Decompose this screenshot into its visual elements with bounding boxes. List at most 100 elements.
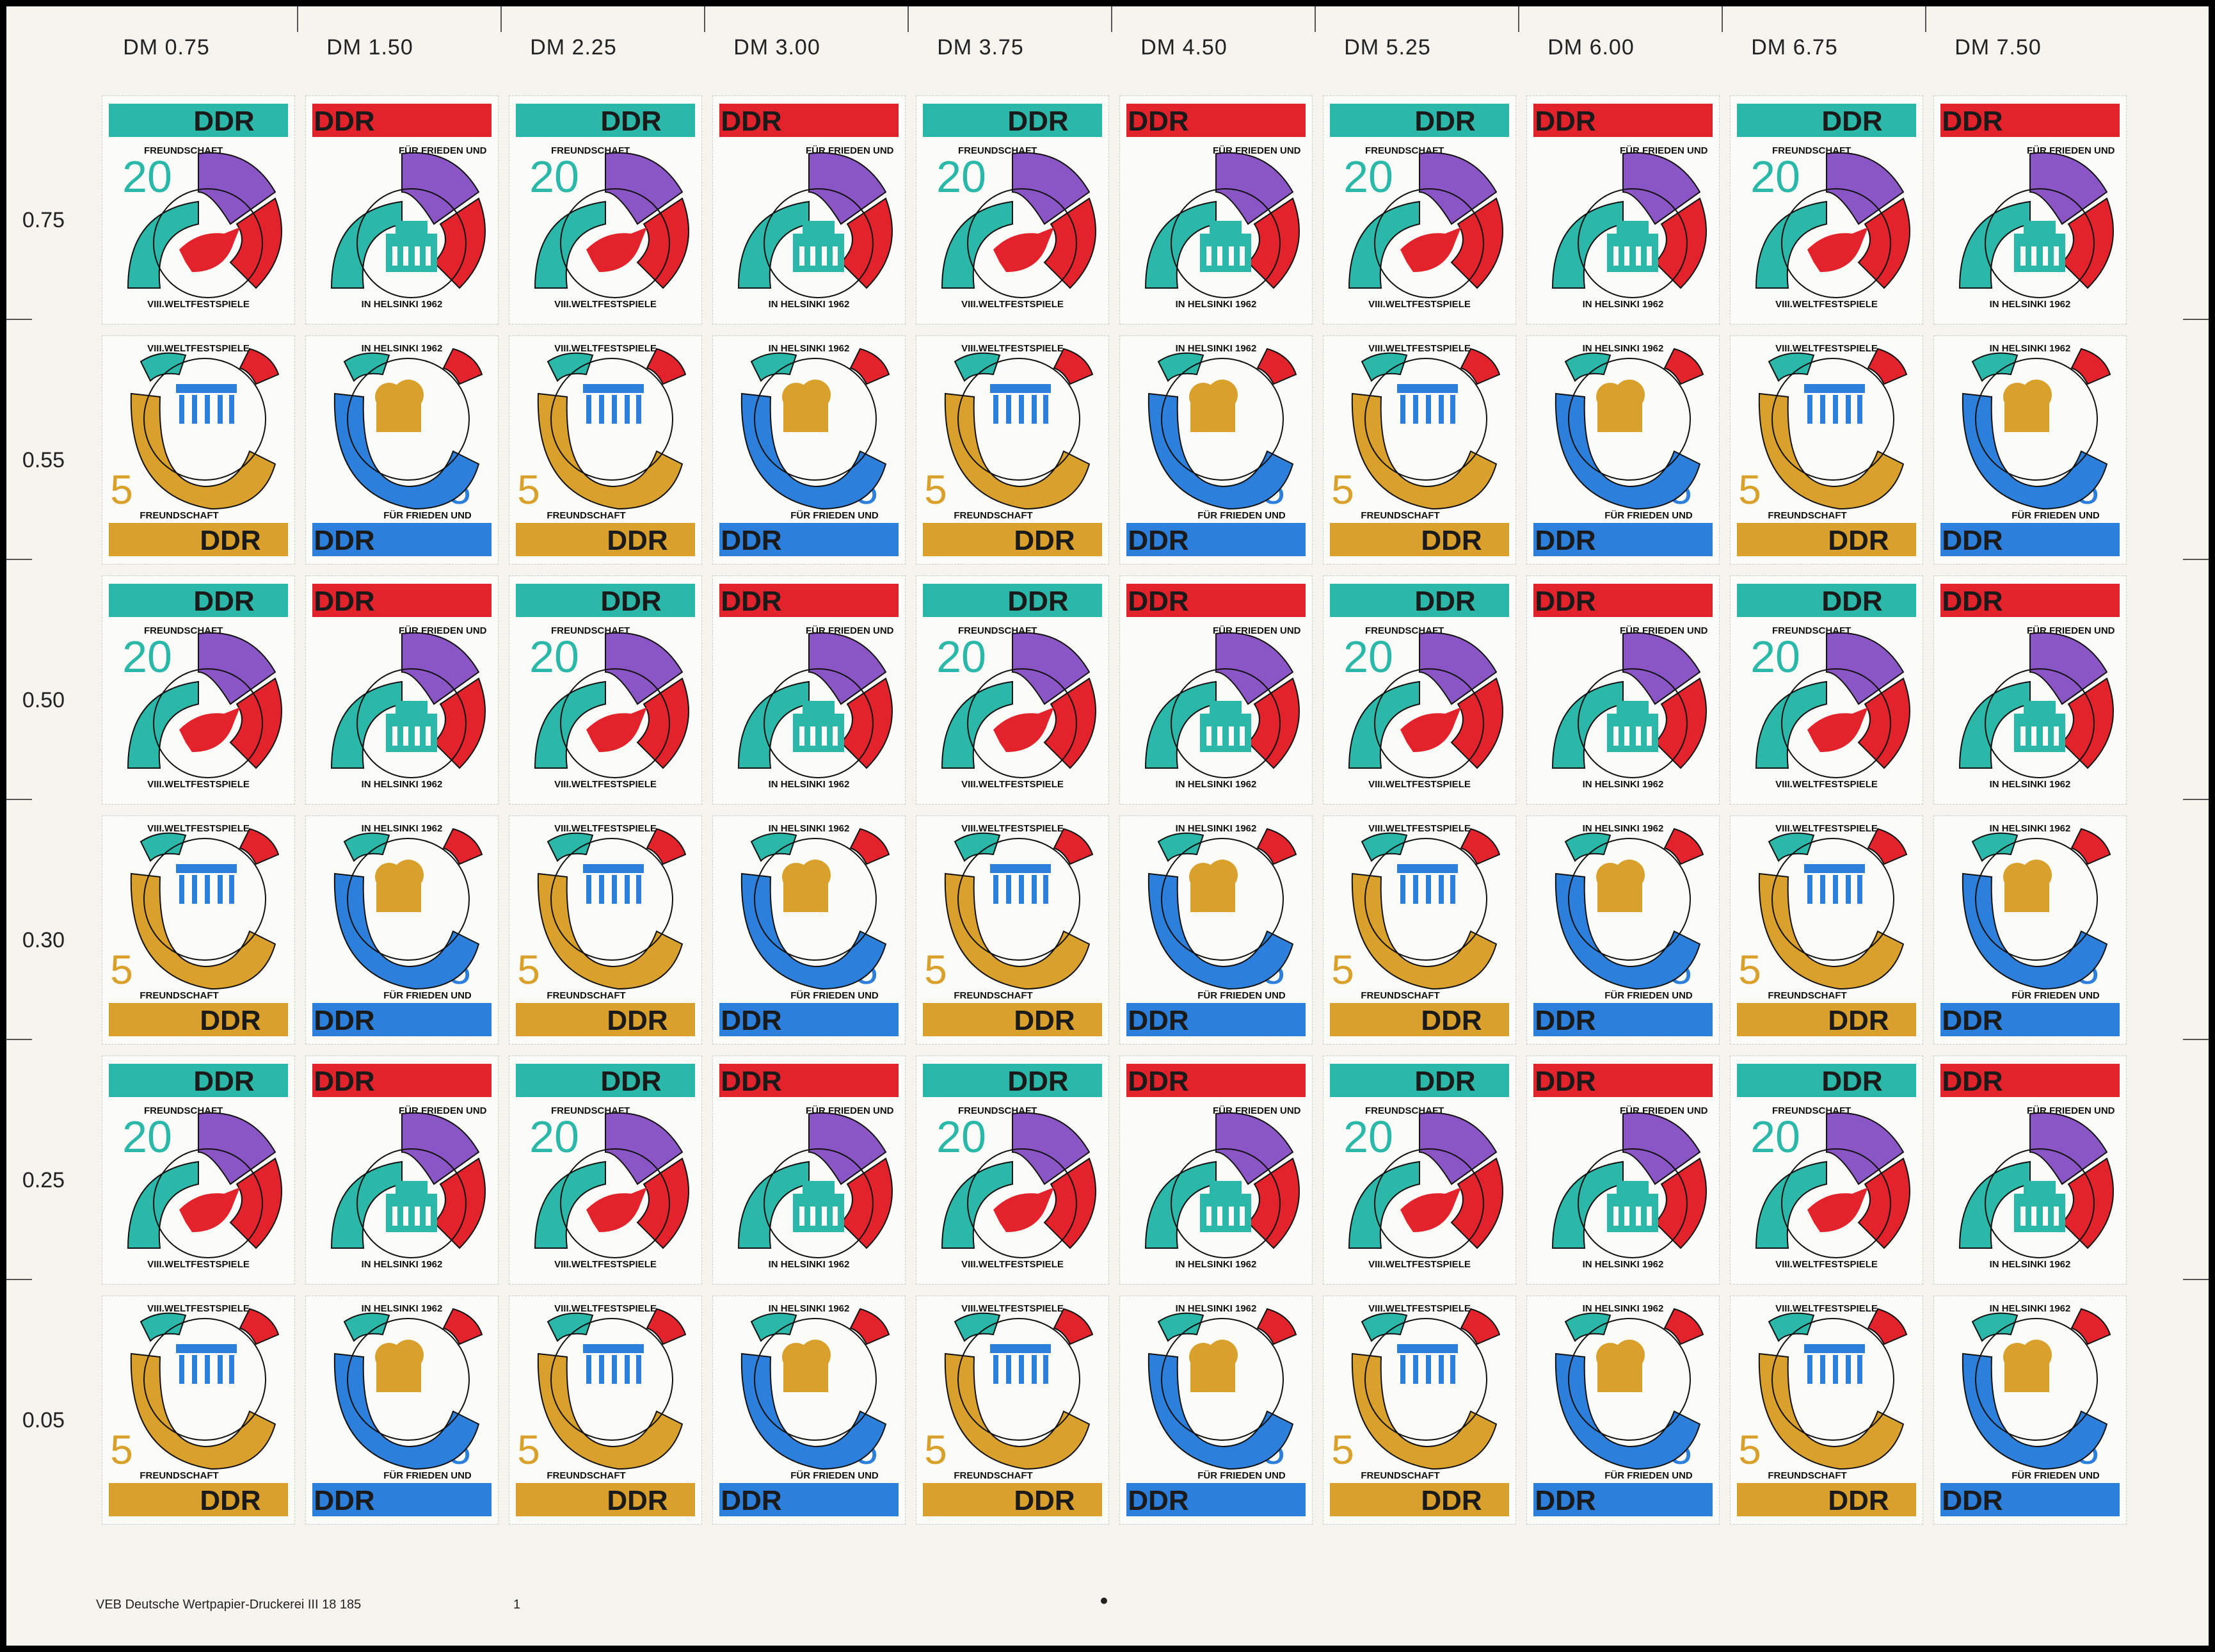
svg-text:DDR: DDR — [314, 106, 374, 137]
svg-text:DDR: DDR — [721, 1485, 781, 1516]
svg-text:DDR: DDR — [1414, 106, 1475, 137]
svg-text:IN HELSINKI 1962: IN HELSINKI 1962 — [769, 343, 850, 354]
stamp-20: DDR 20 FREUNDSCHAFT VIII.WELTFESTSPIELE — [1730, 575, 1923, 805]
svg-text:FÜR FRIEDEN UND: FÜR FRIEDEN UND — [2027, 145, 2115, 156]
stamp-20: DDR 20 FREUNDSCHAFT VIII.WELTFESTSPIELE — [1730, 95, 1923, 325]
stamp-5: DDR 5 VIII.WELTFESTSPIELE FREUNDSCHAFT — [1730, 815, 1923, 1045]
svg-text:DDR: DDR — [607, 1485, 668, 1516]
margin-tick — [6, 1039, 32, 1040]
svg-text:DDR: DDR — [721, 586, 781, 617]
svg-text:FREUNDSCHAFT: FREUNDSCHAFT — [140, 510, 218, 521]
svg-text:DDR: DDR — [1421, 1485, 1482, 1516]
header-label: DM 1.50 — [326, 35, 413, 60]
margin-tick — [6, 559, 32, 560]
header-label: DM 3.75 — [937, 35, 1024, 60]
svg-text:DDR: DDR — [314, 1485, 374, 1516]
svg-text:5: 5 — [110, 1427, 133, 1473]
svg-text:DDR: DDR — [1821, 586, 1882, 617]
svg-text:FREUNDSCHAFT: FREUNDSCHAFT — [958, 1105, 1037, 1116]
svg-text:FÜR FRIEDEN UND: FÜR FRIEDEN UND — [2011, 1470, 2100, 1481]
svg-text:IN HELSINKI 1962: IN HELSINKI 1962 — [1583, 1259, 1664, 1270]
margin-tick — [2183, 799, 2209, 800]
svg-text:FÜR FRIEDEN UND: FÜR FRIEDEN UND — [383, 1470, 472, 1481]
svg-text:FÜR FRIEDEN UND: FÜR FRIEDEN UND — [1213, 145, 1301, 156]
svg-text:IN HELSINKI 1962: IN HELSINKI 1962 — [362, 299, 443, 310]
svg-text:VIII.WELTFESTSPIELE: VIII.WELTFESTSPIELE — [1368, 779, 1471, 790]
svg-text:FREUNDSCHAFT: FREUNDSCHAFT — [1772, 145, 1851, 156]
stamp-20: DDR 20 FREUNDSCHAFT VIII.WELTFESTSPIELE — [1323, 1055, 1516, 1285]
svg-text:DDR: DDR — [314, 1066, 374, 1097]
svg-text:20: 20 — [1343, 632, 1393, 682]
svg-text:FREUNDSCHAFT: FREUNDSCHAFT — [1768, 990, 1846, 1001]
svg-text:VIII.WELTFESTSPIELE: VIII.WELTFESTSPIELE — [1775, 1259, 1878, 1270]
svg-text:VIII.WELTFESTSPIELE: VIII.WELTFESTSPIELE — [1368, 823, 1471, 834]
svg-text:DDR: DDR — [1535, 1066, 1595, 1097]
svg-text:VIII.WELTFESTSPIELE: VIII.WELTFESTSPIELE — [147, 299, 250, 310]
svg-text:FÜR FRIEDEN UND: FÜR FRIEDEN UND — [383, 990, 472, 1001]
stamp-20: DDR 20 FREUNDSCHAFT VIII.WELTFESTSPIELE — [509, 95, 702, 325]
svg-text:VIII.WELTFESTSPIELE: VIII.WELTFESTSPIELE — [961, 1259, 1064, 1270]
svg-text:IN HELSINKI 1962: IN HELSINKI 1962 — [1990, 343, 2071, 354]
svg-text:DDR: DDR — [607, 1005, 668, 1036]
svg-text:IN HELSINKI 1962: IN HELSINKI 1962 — [362, 779, 443, 790]
svg-text:DDR: DDR — [1014, 1485, 1075, 1516]
svg-text:VIII.WELTFESTSPIELE: VIII.WELTFESTSPIELE — [147, 823, 250, 834]
svg-text:DDR: DDR — [200, 1485, 260, 1516]
svg-text:VIII.WELTFESTSPIELE: VIII.WELTFESTSPIELE — [1775, 299, 1878, 310]
margin-tick — [2183, 1279, 2209, 1280]
stamp-5: DDR 5 VIII.WELTFESTSPIELE FREUNDSCHAFT — [916, 335, 1109, 565]
svg-text:DDR: DDR — [1007, 1066, 1068, 1097]
svg-text:FREUNDSCHAFT: FREUNDSCHAFT — [958, 625, 1037, 636]
svg-text:DDR: DDR — [1128, 1485, 1188, 1516]
svg-text:IN HELSINKI 1962: IN HELSINKI 1962 — [1176, 299, 1257, 310]
margin-tick — [1722, 6, 1723, 32]
svg-text:FÜR FRIEDEN UND: FÜR FRIEDEN UND — [2011, 510, 2100, 521]
svg-text:IN HELSINKI 1962: IN HELSINKI 1962 — [362, 1303, 443, 1314]
svg-text:DDR: DDR — [1014, 1005, 1075, 1036]
svg-text:DDR: DDR — [193, 106, 254, 137]
svg-text:IN HELSINKI 1962: IN HELSINKI 1962 — [1990, 1303, 2071, 1314]
stamp-20: DDR 20 FREUNDSCHAFT VIII.WELTFESTSPIELE — [916, 575, 1109, 805]
margin-tick — [1315, 6, 1316, 32]
svg-text:5: 5 — [110, 467, 133, 513]
stamp-20: DDR 20 FREUNDSCHAFT VIII.WELTFESTSPIELE — [1323, 95, 1516, 325]
svg-text:FÜR FRIEDEN UND: FÜR FRIEDEN UND — [806, 625, 894, 636]
svg-text:DDR: DDR — [1007, 106, 1068, 137]
stamp-20: DDR 20 FREUNDSCHAFT VIII.WELTFESTSPIELE — [1323, 575, 1516, 805]
svg-text:VIII.WELTFESTSPIELE: VIII.WELTFESTSPIELE — [554, 299, 657, 310]
row-label: 0.50 — [22, 688, 65, 712]
stamp-20: DDR 20 FREUNDSCHAFT VIII.WELTFESTSPIELE — [916, 1055, 1109, 1285]
svg-text:VIII.WELTFESTSPIELE: VIII.WELTFESTSPIELE — [1775, 823, 1878, 834]
svg-text:FREUNDSCHAFT: FREUNDSCHAFT — [547, 510, 625, 521]
svg-text:DDR: DDR — [1828, 1485, 1889, 1516]
svg-text:IN HELSINKI 1962: IN HELSINKI 1962 — [1583, 299, 1664, 310]
header-label: DM 4.50 — [1140, 35, 1227, 60]
svg-text:FÜR FRIEDEN UND: FÜR FRIEDEN UND — [1620, 625, 1708, 636]
svg-text:DDR: DDR — [1128, 1005, 1188, 1036]
svg-text:DDR: DDR — [314, 1005, 374, 1036]
svg-text:VIII.WELTFESTSPIELE: VIII.WELTFESTSPIELE — [147, 779, 250, 790]
svg-text:FÜR FRIEDEN UND: FÜR FRIEDEN UND — [790, 1470, 879, 1481]
margin-tick — [1518, 6, 1519, 32]
svg-text:DDR: DDR — [1421, 525, 1482, 556]
svg-text:5: 5 — [517, 467, 540, 513]
svg-text:VIII.WELTFESTSPIELE: VIII.WELTFESTSPIELE — [1775, 779, 1878, 790]
svg-text:FÜR FRIEDEN UND: FÜR FRIEDEN UND — [399, 625, 487, 636]
svg-text:VIII.WELTFESTSPIELE: VIII.WELTFESTSPIELE — [147, 1259, 250, 1270]
svg-text:5: 5 — [1738, 467, 1761, 513]
